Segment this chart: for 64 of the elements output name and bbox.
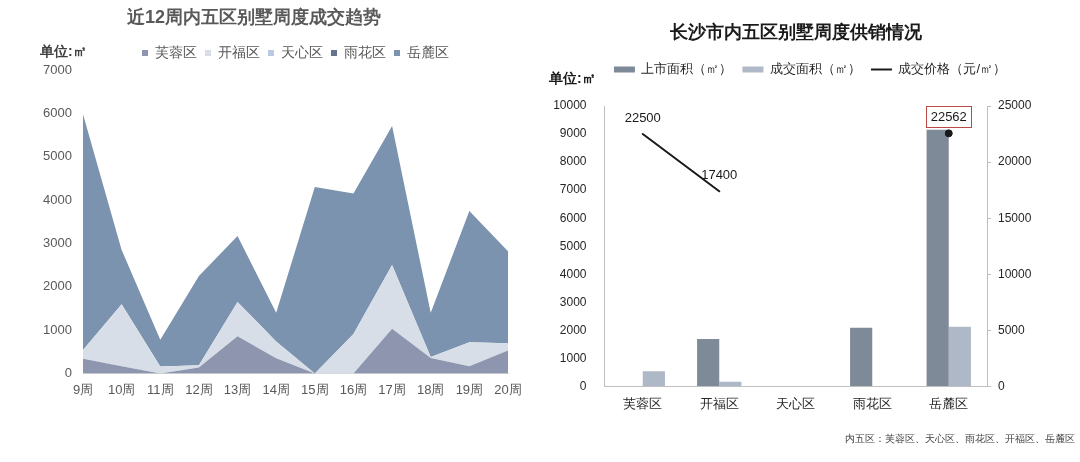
data-label: 17400 [701, 166, 738, 182]
x-tick-label: 雨花区 [852, 395, 892, 411]
y-tick-label: 4000 [43, 191, 72, 207]
x-tick-label: 芙蓉区 [623, 395, 663, 411]
chart-title: 近12周内五区别墅周度成交趋势 [125, 6, 382, 27]
y-tick-label: 3000 [43, 235, 72, 251]
x-tick-label: 19周 [455, 381, 484, 397]
y2-tick-label: 0 [998, 378, 1005, 393]
y-tick-label: 1000 [559, 350, 587, 365]
data-label: 22500 [624, 109, 661, 125]
y2-tick-label: 20000 [998, 154, 1032, 169]
legend-label: 上市面积（㎡） [641, 61, 733, 77]
x-tick-label: 16周 [339, 381, 368, 397]
y-tick-label: 9000 [559, 126, 587, 141]
legend-label: 岳麓区 [407, 43, 449, 60]
x-tick-label: 20周 [494, 381, 522, 397]
y-tick-label: 5000 [559, 238, 587, 253]
y2-tick-label: 10000 [998, 266, 1032, 281]
x-tick-label: 11周 [147, 381, 174, 397]
x-tick-label: 岳麓区 [929, 395, 969, 411]
y-tick-label: 3000 [559, 294, 587, 309]
y-tick-label: 6000 [43, 104, 72, 120]
x-tick-label: 天心区 [776, 395, 816, 411]
y-tick-label: 8000 [559, 154, 587, 169]
legend-label: 天心区 [281, 43, 323, 60]
x-tick-label: 17周 [378, 381, 406, 397]
y-tick-label: 0 [64, 365, 72, 381]
legend-label: 开福区 [218, 43, 260, 60]
y-tick-label: 6000 [559, 210, 587, 225]
legend-label: 芙蓉区 [155, 43, 197, 60]
y-tick-label: 2000 [559, 322, 587, 337]
x-tick-label: 12周 [185, 381, 213, 397]
y-tick-label: 7000 [43, 61, 72, 77]
x-tick-label: 18周 [416, 381, 445, 397]
y-tick-label: 1000 [43, 321, 72, 337]
y-tick-label: 7000 [559, 182, 587, 197]
x-tick-label: 15周 [301, 381, 329, 397]
bar [697, 338, 720, 387]
bar [719, 381, 742, 387]
bar [948, 326, 971, 387]
x-tick-label: 14周 [262, 381, 290, 397]
bar [926, 129, 949, 387]
y-tick-label: 5000 [43, 148, 72, 164]
data-label: 22562 [930, 108, 967, 124]
legend-label: 雨花区 [344, 43, 386, 60]
bar [642, 371, 665, 387]
legend-label: 成交价格（元/㎡） [898, 61, 1007, 77]
y2-tick-label: 5000 [998, 322, 1026, 337]
x-tick-label: 13周 [223, 381, 252, 397]
y2-tick-label: 15000 [998, 210, 1032, 225]
y-tick-label: 10000 [553, 98, 587, 113]
chart-title: 长沙市内五区别墅周度供销情况 [668, 21, 923, 42]
text: 内五区：芙蓉区、天心区、雨花区、开福区、岳麓区 [845, 432, 1075, 444]
y-tick-label: 0 [579, 378, 587, 393]
y2-tick-label: 25000 [998, 98, 1032, 113]
y-tick-label: 4000 [559, 266, 587, 281]
y-axis-title: 单位:㎡ [39, 42, 87, 59]
bar [850, 327, 873, 387]
x-tick-label: 10周 [107, 381, 136, 397]
legend-label: 成交面积（㎡） [769, 61, 861, 77]
x-tick-label: 开福区 [699, 395, 739, 411]
y-tick-label: 2000 [43, 278, 72, 294]
y-axis-title: 单位:㎡ [548, 69, 596, 86]
x-tick-label: 9周 [72, 381, 94, 397]
